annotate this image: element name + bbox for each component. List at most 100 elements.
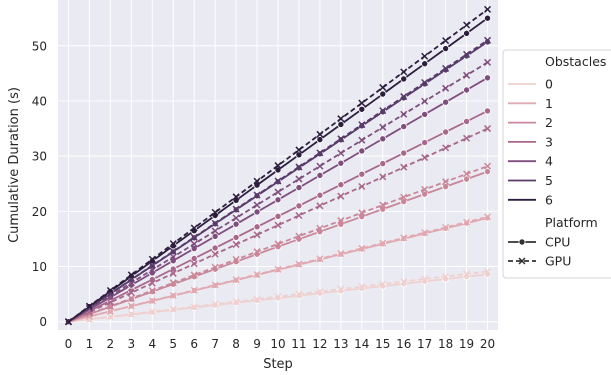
gpu-point xyxy=(421,78,429,87)
gpu-point xyxy=(169,247,177,255)
gpu-point xyxy=(64,318,73,326)
series-gpu-obstacles-0 xyxy=(64,267,492,326)
gpu-point xyxy=(169,253,177,261)
gpu-point xyxy=(211,208,219,216)
gpu-point xyxy=(337,250,345,258)
cpu-point xyxy=(211,232,219,240)
legend-title-obstacles: Obstacles xyxy=(545,54,606,69)
cpu-point xyxy=(400,75,408,83)
cpu-point xyxy=(379,160,387,168)
gpu-point xyxy=(232,276,240,284)
gpu-point xyxy=(442,144,450,152)
y-tick-label: 10 xyxy=(32,260,47,274)
series-gpu-obstacles-4 xyxy=(64,58,492,326)
cpu-point xyxy=(442,128,450,136)
cpu-point xyxy=(484,14,492,22)
gpu-point xyxy=(148,261,156,269)
cpu-point xyxy=(463,29,471,37)
gpu-point xyxy=(253,271,261,279)
cpu-point xyxy=(484,214,492,222)
gpu-point xyxy=(400,278,408,286)
cpu-point xyxy=(463,86,471,94)
gpu-point xyxy=(295,175,303,183)
y-tick-label: 40 xyxy=(32,94,47,108)
cpu-point xyxy=(484,74,492,82)
gpu-point xyxy=(379,280,387,288)
legend-box xyxy=(502,49,611,279)
gpu-point xyxy=(148,255,156,263)
cpu-point xyxy=(421,110,429,118)
cpu-point xyxy=(379,90,387,98)
gpu-point xyxy=(232,214,240,222)
gpu-point xyxy=(358,244,366,252)
gpu-point xyxy=(483,162,492,170)
gpu-point xyxy=(421,229,429,237)
x-tick-label: 2 xyxy=(107,337,115,351)
gpu-point xyxy=(316,255,324,263)
gpu-point xyxy=(295,232,303,240)
gpu-point xyxy=(442,37,450,45)
gpu-point xyxy=(190,260,198,268)
gpu-point xyxy=(421,275,429,283)
gpu-point xyxy=(463,21,471,29)
cpu-point xyxy=(295,184,303,192)
gpu-point xyxy=(190,233,198,241)
cpu-point xyxy=(400,149,408,157)
gpu-point xyxy=(232,298,240,306)
gpu-point xyxy=(337,135,345,143)
x-tick-label: 11 xyxy=(291,337,306,351)
gpu-point xyxy=(295,211,303,220)
gpu-point xyxy=(232,193,240,201)
gpu-point xyxy=(211,300,219,308)
x-tick-label: 15 xyxy=(375,337,390,351)
gpu-point xyxy=(127,289,135,297)
gpu-point xyxy=(253,177,261,185)
cpu-point xyxy=(316,171,324,179)
legend-entry-obstacles-4: 4 xyxy=(545,154,553,169)
gpu-point xyxy=(358,99,366,107)
gpu-point xyxy=(316,224,324,232)
gpu-point xyxy=(421,154,429,162)
y-axis-label: Cumulative Duration (s) xyxy=(7,87,22,243)
x-tick-label: 19 xyxy=(459,337,474,351)
cpu-point xyxy=(379,135,387,143)
series-line xyxy=(68,61,488,323)
gpu-point xyxy=(211,281,219,289)
x-tick-label: 3 xyxy=(128,337,136,351)
legend-swatch-gpu xyxy=(508,257,536,265)
cpu-point xyxy=(400,123,408,131)
gpu-point xyxy=(483,267,492,276)
gpu-point xyxy=(442,84,450,92)
gpu-point xyxy=(316,130,324,138)
gpu-point xyxy=(253,248,261,256)
y-tick-label: 50 xyxy=(32,39,47,53)
gpu-point xyxy=(483,125,492,133)
legend-entry-cpu: CPU xyxy=(545,235,570,250)
gpu-point xyxy=(316,202,324,210)
gpu-point xyxy=(190,271,198,279)
x-tick-label: 4 xyxy=(148,337,156,351)
gpu-point xyxy=(379,123,387,131)
gpu-point xyxy=(148,279,156,287)
y-tick-label: 0 xyxy=(39,315,47,329)
gpu-point xyxy=(127,302,135,310)
legend-swatch-cpu xyxy=(508,238,536,246)
cpu-point xyxy=(518,238,526,246)
gpu-point xyxy=(400,93,408,101)
gpu-point xyxy=(190,286,198,294)
gpu-point xyxy=(211,219,219,227)
legend-entry-obstacles-5: 5 xyxy=(545,173,553,188)
gpu-point xyxy=(358,209,366,217)
tick-labels: 0 1 2 3 4 5 6 7 8 9 10 11 12 13 14 15 16 17 18 19 2001020304… xyxy=(32,39,495,351)
series-line xyxy=(68,127,488,323)
gpu-point xyxy=(379,107,387,115)
gpu-point xyxy=(211,263,219,271)
gpu-point xyxy=(316,149,324,157)
x-tick-label: 20 xyxy=(480,337,495,351)
gpu-point xyxy=(337,149,345,157)
gpu-point xyxy=(274,265,282,273)
cpu-point xyxy=(169,265,177,273)
gpu-point xyxy=(358,283,366,291)
legend-entry-obstacles-2: 2 xyxy=(545,115,553,130)
gpu-point xyxy=(106,286,114,295)
